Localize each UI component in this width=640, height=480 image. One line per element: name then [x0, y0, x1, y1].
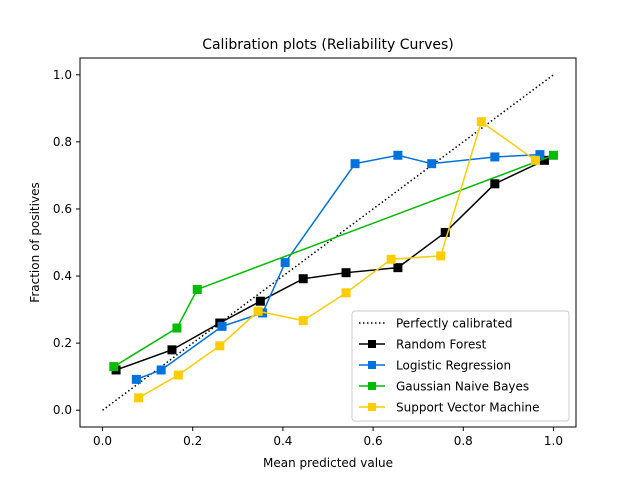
x-axis-label: Mean predicted value: [263, 456, 393, 470]
x-tick-label: 0.4: [273, 434, 292, 448]
legend: Perfectly calibrated Random Forest Logisti…: [351, 310, 570, 422]
legend-marker-support-vector-machine: [368, 403, 376, 411]
data-point-logistic-regression: [535, 150, 545, 160]
data-point-support-vector-machine: [530, 155, 540, 165]
data-point-logistic-regression: [217, 321, 227, 331]
data-point-support-vector-machine: [341, 288, 351, 298]
legend-label-perfectly-calibrated: Perfectly calibrated: [396, 317, 513, 331]
data-point-random-forest: [255, 296, 265, 306]
data-point-gaussian-naive-bayes: [172, 323, 182, 333]
data-point-support-vector-machine: [386, 254, 396, 264]
data-point-logistic-regression: [490, 152, 500, 162]
data-point-support-vector-machine: [215, 341, 225, 351]
series-line-support-vector-machine: [138, 120, 536, 399]
y-axis-label: Fraction of positives: [28, 182, 42, 302]
data-point-support-vector-machine: [436, 251, 446, 261]
legend-box: [351, 310, 570, 422]
y-tick-label: 0.0: [53, 403, 72, 417]
data-point-random-forest: [490, 179, 500, 189]
data-point-random-forest: [167, 345, 177, 355]
data-point-gaussian-naive-bayes: [548, 150, 558, 160]
legend-entries: Perfectly calibrated Random Forest Logisti…: [359, 317, 540, 415]
y-tick-label: 0.4: [53, 269, 72, 283]
x-tick-label: 0.6: [364, 434, 383, 448]
x-tick-label: 0.8: [454, 434, 473, 448]
series-line-random-forest: [115, 159, 545, 371]
legend-marker-logistic-regression: [368, 361, 376, 369]
series-line-gaussian-naive-bayes: [113, 154, 554, 368]
legend-marker-random-forest: [368, 340, 376, 348]
plot-area: [102, 74, 558, 411]
data-point-support-vector-machine: [134, 393, 144, 403]
chart-title: Calibration plots (Reliability Curves): [202, 37, 454, 53]
x-tick-label: 1.0: [544, 434, 563, 448]
data-point-gaussian-naive-bayes: [109, 362, 119, 372]
data-point-logistic-regression: [427, 159, 437, 169]
data-point-random-forest: [341, 268, 351, 278]
legend-label-gaussian-naive-bayes: Gaussian Naive Bayes: [396, 380, 529, 394]
x-tick-label: 0.2: [183, 434, 202, 448]
x-tick-label: 0.0: [93, 434, 112, 448]
legend-label-random-forest: Random Forest: [396, 338, 487, 352]
data-point-random-forest: [440, 227, 450, 237]
data-point-random-forest: [393, 263, 403, 273]
y-tick-label: 0.2: [53, 336, 72, 350]
series-line-logistic-regression: [136, 153, 540, 381]
data-point-logistic-regression: [131, 374, 141, 384]
data-point-support-vector-machine: [253, 306, 263, 316]
data-point-logistic-regression: [393, 150, 403, 160]
data-point-logistic-regression: [280, 258, 290, 268]
data-point-support-vector-machine: [298, 316, 308, 326]
axes-frame: [79, 57, 577, 428]
data-point-support-vector-machine: [173, 370, 183, 380]
data-point-logistic-regression: [156, 365, 166, 375]
data-point-random-forest: [298, 274, 308, 284]
y-tick-label: 0.8: [53, 135, 72, 149]
y-tick-label: 1.0: [53, 68, 72, 82]
legend-label-logistic-regression: Logistic Regression: [396, 359, 511, 373]
legend-marker-gaussian-naive-bayes: [368, 382, 376, 390]
data-point-gaussian-naive-bayes: [192, 284, 202, 294]
data-point-support-vector-machine: [476, 117, 486, 127]
data-point-logistic-regression: [350, 159, 360, 169]
y-tick-label: 0.6: [53, 202, 72, 216]
legend-label-support-vector-machine: Support Vector Machine: [396, 401, 540, 415]
axis-ticks: 0.0 0.2 0.4 0.6 0.8 1.0 0.0 0.2 0.4 0.6 0.8 1.0: [53, 68, 563, 448]
